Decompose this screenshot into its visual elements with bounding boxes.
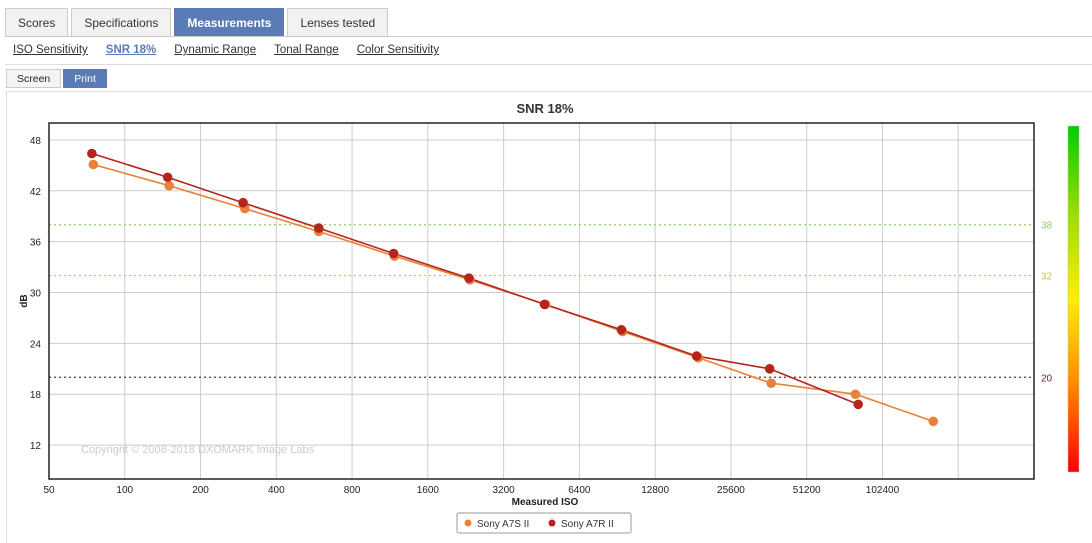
y-ticks: 12 18 24 30 36 42 48 <box>30 136 42 452</box>
x-axis-label: Measured ISO <box>512 497 579 508</box>
x-tick-label: 12800 <box>641 485 669 496</box>
plot-frame <box>48 122 1035 480</box>
subnav-dynamic-range[interactable]: Dynamic Range <box>174 44 257 56</box>
y-tick-label: 48 <box>30 136 42 147</box>
y-axis-label: dB <box>19 294 30 307</box>
tab-scores[interactable]: Scores <box>5 8 69 37</box>
series <box>87 148 939 427</box>
y-tick-label: 36 <box>30 238 42 249</box>
measurement-subnav: ISO Sensitivity SNR 18% Dynamic Range To… <box>13 44 457 56</box>
reference-line-label: 32 <box>1041 272 1053 283</box>
chart-title: SNR 18% <box>516 101 574 116</box>
legend: Sony A7S II Sony A7R II <box>456 512 632 534</box>
reference-line-label: 38 <box>1041 221 1053 232</box>
x-tick-label: 50 <box>43 485 55 496</box>
data-point <box>850 389 861 400</box>
grid <box>49 123 1034 479</box>
subnav-color-sensitivity[interactable]: Color Sensitivity <box>356 44 440 56</box>
x-tick-label: 200 <box>192 485 209 496</box>
screen-mode-button[interactable]: Screen <box>6 69 62 88</box>
y-tick-label: 18 <box>30 390 42 401</box>
main-tabs: Scores Specifications Measurements Lense… <box>5 8 391 37</box>
data-point <box>928 416 939 427</box>
data-point <box>88 159 99 170</box>
legend-marker-a7s <box>464 519 472 527</box>
y-tick-label: 12 <box>30 441 42 452</box>
data-point <box>539 299 550 310</box>
data-point <box>691 351 702 361</box>
data-point <box>464 273 474 283</box>
tab-measurements[interactable]: Measurements <box>174 8 285 37</box>
reference-lines: 38 32 20 <box>49 221 1053 384</box>
subnav-iso-sensitivity[interactable]: ISO Sensitivity <box>13 44 88 56</box>
subnav-snr-18[interactable]: SNR 18% <box>105 44 157 56</box>
view-mode-toggle: Screen Print <box>6 69 109 88</box>
x-tick-label: 1600 <box>417 485 440 496</box>
data-point <box>162 172 173 183</box>
data-point <box>388 248 399 259</box>
y-tick-label: 24 <box>30 339 42 350</box>
copyright-annotation: Copyright © 2008-2018 DXOMARK Image Labs <box>81 444 315 456</box>
legend-frame <box>456 512 632 534</box>
data-point <box>164 180 174 191</box>
legend-label-a7r[interactable]: Sony A7R II <box>561 519 614 530</box>
y-tick-label: 42 <box>30 187 42 198</box>
x-tick-label: 51200 <box>793 485 821 496</box>
x-tick-label: 800 <box>344 485 361 496</box>
chart-container: 38 32 20 Copyright © 2008-2018 DXOMARK Ima… <box>6 91 1092 543</box>
data-point <box>853 399 863 410</box>
x-tick-label: 400 <box>268 485 285 496</box>
color-scale <box>1067 125 1080 473</box>
subnav-tonal-range[interactable]: Tonal Range <box>274 44 339 56</box>
print-mode-button[interactable]: Print <box>63 69 107 88</box>
x-tick-label: 102400 <box>866 485 900 496</box>
color-scale-bar <box>1067 125 1080 473</box>
x-tick-label: 100 <box>116 485 133 496</box>
reference-line-label: 20 <box>1041 373 1053 384</box>
subnav-divider <box>5 64 1092 65</box>
tab-lenses-tested[interactable]: Lenses tested <box>287 8 389 37</box>
x-ticks: 50 100 200 400 800 1600 3200 6400 12800 25600 5120… <box>43 485 899 496</box>
y-tick-label: 30 <box>30 289 42 300</box>
legend-marker-a7r <box>548 519 556 527</box>
data-point <box>87 148 97 159</box>
legend-label-a7s[interactable]: Sony A7S II <box>477 519 529 530</box>
x-tick-label: 6400 <box>568 485 591 496</box>
data-point <box>766 378 776 389</box>
data-point <box>313 223 324 233</box>
data-point <box>238 197 248 208</box>
x-tick-label: 25600 <box>717 485 745 496</box>
tab-divider <box>5 36 1092 37</box>
snr-chart: 38 32 20 Copyright © 2008-2018 DXOMARK Ima… <box>19 101 1080 534</box>
data-point <box>764 364 775 374</box>
x-tick-label: 3200 <box>492 485 515 496</box>
tab-specifications[interactable]: Specifications <box>71 8 172 37</box>
data-point <box>616 325 627 335</box>
